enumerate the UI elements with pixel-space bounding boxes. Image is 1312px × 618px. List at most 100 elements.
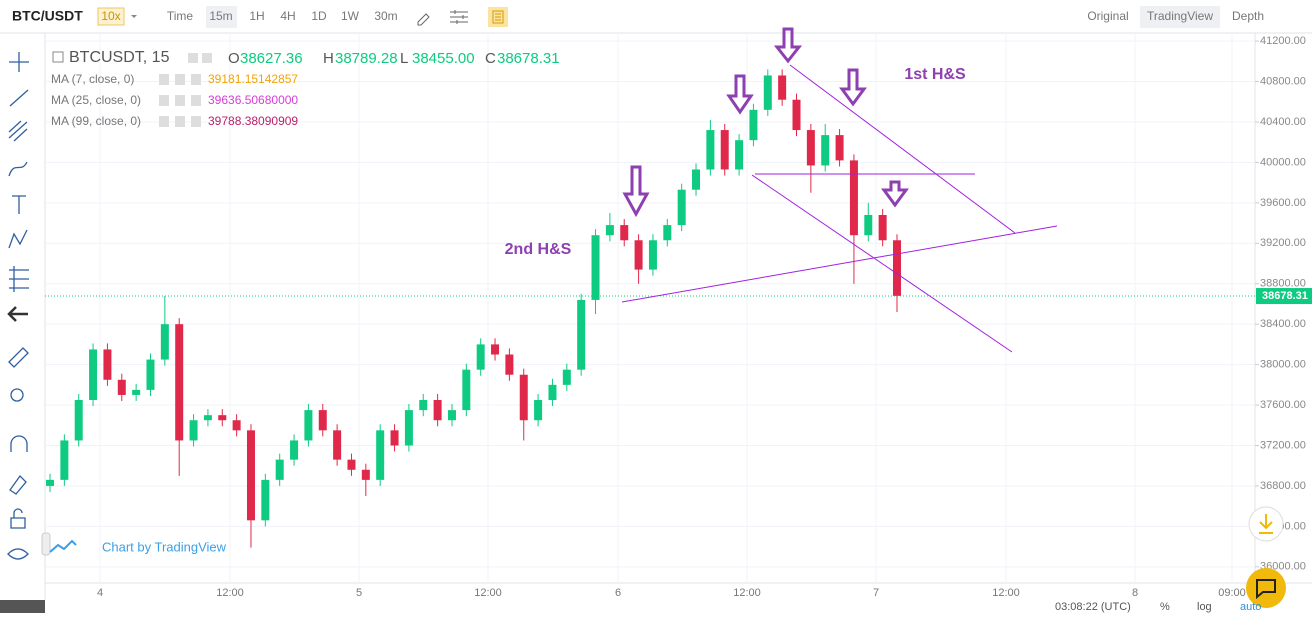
annotation: 2nd H&S	[505, 241, 572, 258]
candle-body	[419, 400, 428, 411]
collapse-box[interactable]	[52, 51, 64, 63]
y-tick-label: 40000.00	[1260, 156, 1306, 168]
active-view[interactable]	[1140, 6, 1220, 28]
tv-logo	[49, 539, 77, 553]
interval[interactable]: 1W	[341, 9, 360, 23]
ma-name: MA (25, close, 0)	[51, 93, 141, 107]
leverage[interactable]: 10x	[101, 9, 120, 23]
candle-body	[663, 225, 672, 241]
forecast-tool[interactable]	[9, 266, 29, 292]
interval[interactable]: Time	[167, 9, 194, 23]
ruler-tool[interactable]	[8, 347, 29, 368]
candle-body	[146, 359, 155, 390]
candle-body	[864, 214, 873, 236]
active-interval[interactable]	[206, 6, 237, 28]
candle-body	[232, 420, 241, 431]
annotation: 1st H&S	[904, 66, 966, 83]
crosshair-tool[interactable]	[9, 52, 29, 72]
y-tick-label: 39600.00	[1260, 197, 1306, 209]
candle-body	[677, 189, 686, 226]
trendlines	[621, 64, 1058, 353]
candle-body	[404, 410, 413, 446]
arrow	[726, 74, 754, 115]
candle-body	[46, 479, 54, 486]
pattern-tool[interactable]	[8, 229, 28, 249]
symbol[interactable]: BTC/USDT	[12, 8, 83, 24]
clock: 03:08:22 (UTC)	[1055, 601, 1131, 613]
candle-body	[505, 354, 514, 375]
arrow	[881, 180, 909, 208]
ma-icons[interactable]	[159, 95, 201, 106]
candle-body	[89, 349, 98, 401]
candle-body	[275, 459, 284, 480]
candle-body	[175, 324, 184, 441]
candle-body	[132, 389, 141, 395]
ma-name: MA (7, close, 0)	[51, 72, 134, 86]
y-tick-label: 39200.00	[1260, 237, 1306, 249]
toolbar-foot	[0, 600, 45, 613]
fib-tool[interactable]	[8, 120, 28, 142]
interval[interactable]: 1H	[249, 9, 264, 23]
candle-body	[447, 410, 456, 421]
brush-tool[interactable]	[8, 161, 28, 177]
candle-body	[735, 140, 744, 170]
auto-btn[interactable]: auto	[1240, 601, 1261, 613]
ohlc-value: 38789.28	[335, 50, 398, 67]
candle-body	[519, 374, 528, 421]
ohlc-label: H	[323, 50, 334, 67]
legend-title: BTCUSDT, 15	[69, 49, 170, 66]
candle-body	[160, 324, 169, 360]
line-tool[interactable]	[9, 89, 29, 107]
ohlc-label: C	[485, 50, 496, 67]
collapse-handle[interactable]	[41, 532, 51, 556]
candle-body	[634, 240, 643, 270]
view-tab[interactable]: Depth	[1232, 9, 1264, 23]
interval[interactable]: 4H	[280, 9, 295, 23]
candle-body	[605, 225, 614, 236]
view-tab[interactable]: Original	[1087, 9, 1128, 23]
view-tab[interactable]: TradingView	[1147, 9, 1213, 23]
candle-body	[60, 440, 69, 480]
interval[interactable]: 1D	[311, 9, 327, 23]
candle-body	[318, 410, 327, 431]
candle-body	[476, 344, 485, 370]
candle-body	[203, 415, 212, 421]
indicator-icon	[492, 10, 504, 24]
candle-body	[806, 130, 815, 166]
candle-body	[333, 430, 342, 460]
candle-body	[648, 240, 657, 270]
draw-icon[interactable]	[417, 13, 430, 26]
x-tick-label: 4	[97, 587, 103, 599]
y-tick-label: 40800.00	[1260, 75, 1306, 87]
interval[interactable]: 15m	[209, 9, 232, 23]
ma-icons[interactable]	[159, 74, 201, 85]
arrows	[622, 27, 909, 218]
lock-draw-tool[interactable]	[9, 474, 27, 495]
x-tick-label: 12:00	[992, 587, 1020, 599]
x-tick-label: 7	[873, 587, 879, 599]
interval[interactable]: 30m	[374, 9, 397, 23]
y-tick-label: 37600.00	[1260, 399, 1306, 411]
percent-btn[interactable]: %	[1160, 601, 1170, 613]
magnet-tool[interactable]	[10, 435, 28, 452]
x-tick-label: 8	[1132, 587, 1138, 599]
ma-icons[interactable]	[159, 116, 201, 127]
y-tick-label: 40400.00	[1260, 116, 1306, 128]
x-tick-label: 12:00	[474, 587, 502, 599]
candle-body	[189, 420, 198, 441]
log-btn[interactable]: log	[1197, 601, 1212, 613]
dropdown-caret[interactable]	[131, 15, 137, 18]
candle-body	[893, 240, 901, 296]
back-tool[interactable]	[7, 306, 28, 322]
lock-tool[interactable]	[10, 508, 26, 529]
x-tick-label: 12:00	[216, 587, 244, 599]
text-tool[interactable]	[12, 195, 26, 214]
watermark[interactable]: Chart by TradingView	[102, 539, 227, 554]
eye-tool[interactable]	[7, 548, 29, 560]
leverage-box[interactable]	[97, 7, 125, 26]
zoom-tool[interactable]	[10, 388, 24, 402]
ohlc-label: O	[228, 50, 240, 67]
settings-icon[interactable]	[450, 10, 468, 24]
